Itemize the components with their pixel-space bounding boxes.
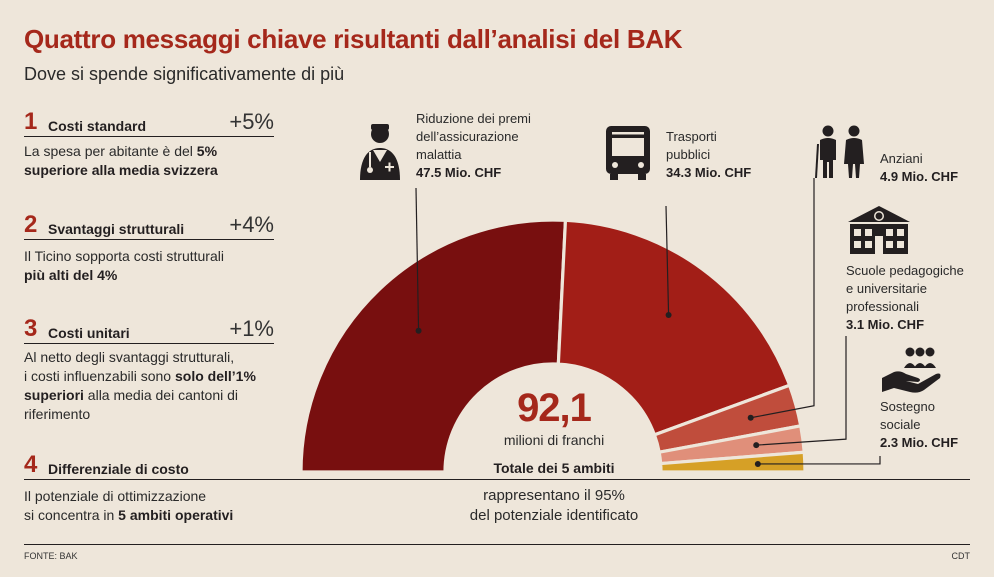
elderly-couple-icon: [815, 125, 864, 179]
message-3-header: 3 Costi unitari +1%: [24, 313, 274, 344]
source-note: FONTE: BAK: [24, 551, 78, 561]
leader-line-1: [415, 187, 420, 331]
leader-line-5: [757, 456, 881, 465]
leader-dot-1: [415, 327, 422, 334]
category-name: Riduzione dei premi dell’assicurazione mal…: [416, 111, 531, 162]
message-1-body: La spesa per abitante è del 5% superiore …: [24, 143, 218, 178]
category-label-sostegno: Sostegno sociale 2.3 Mio. CHF: [880, 398, 958, 452]
total-unit: milioni di franchi: [503, 432, 605, 448]
message-2-percent: +4%: [229, 212, 274, 237]
leader-line-3: [750, 178, 815, 419]
page-title: Quattro messaggi chiave risultanti dall’…: [24, 24, 683, 54]
message-3-body: Al netto degli svantaggi strutturali, i c…: [24, 349, 256, 422]
message-2-number: 2: [24, 211, 38, 238]
leader-dot-2: [665, 311, 672, 318]
message-3-title: Costi unitari: [48, 325, 130, 341]
message-1-header: 1 Costi standard +5%: [24, 106, 274, 137]
page-subtitle: Dove si spende significativamente di più: [24, 64, 345, 84]
chart-slices: [299, 218, 807, 474]
message-4-number: 4: [24, 451, 38, 478]
category-value: 2.3 Mio. CHF: [880, 435, 959, 450]
leader-dot-5: [754, 460, 761, 467]
category-name: Anziani: [880, 151, 923, 166]
message-1-percent: +5%: [229, 109, 274, 134]
message-1-number: 1: [24, 108, 38, 135]
category-value: 4.9 Mio. CHF: [880, 169, 959, 184]
category-value: 34.3 Mio. CHF: [666, 165, 752, 180]
school-building-icon: [848, 206, 910, 254]
message-2-header: 2 Svantaggi strutturali +4%: [24, 209, 274, 240]
category-label-trasporti: Trasporti pubblici 34.3 Mio. CHF: [666, 128, 751, 182]
leader-dot-4: [753, 442, 760, 449]
category-name: Scuole pedagogiche e universitarie profess…: [846, 263, 964, 314]
chart-leader-dots: [415, 311, 761, 467]
category-label-anziani: Anziani 4.9 Mio. CHF: [880, 150, 958, 186]
chart-leader-lines: [415, 178, 881, 465]
category-label-premi: Riduzione dei premi dell’assicurazione mal…: [416, 110, 531, 182]
category-label-scuole: Scuole pedagogiche e universitarie profess…: [846, 262, 964, 334]
category-name: Trasporti pubblici: [666, 129, 717, 162]
share-note: rappresentano il 95% del potenziale ident…: [469, 487, 639, 524]
footer-divider: [24, 544, 970, 545]
helping-hand-icon: [882, 347, 941, 393]
message-4-body: Il potenziale di ottimizzazione si concen…: [24, 488, 234, 523]
total-label: Totale dei 5 ambiti: [493, 460, 615, 476]
leader-line-2: [665, 205, 670, 315]
message-3-percent: +1%: [229, 316, 274, 341]
category-value: 47.5 Mio. CHF: [416, 165, 502, 180]
slice-2: [556, 218, 792, 437]
doctor-icon: [360, 124, 400, 180]
category-name: Sostegno sociale: [880, 399, 935, 432]
leader-line-4: [756, 336, 847, 446]
credit-note: CDT: [951, 551, 971, 561]
message-3-number: 3: [24, 315, 38, 342]
leader-dot-3: [747, 414, 754, 421]
total-value: 92,1: [517, 386, 592, 430]
bus-icon: [606, 126, 650, 180]
message-4-title: Differenziale di costo: [48, 461, 189, 477]
slice-1: [299, 218, 568, 474]
message-4-header: 4 Differenziale di costo: [24, 449, 970, 480]
category-value: 3.1 Mio. CHF: [846, 317, 925, 332]
message-2-body: Il Ticino sopporta costi strutturali più …: [24, 248, 224, 283]
message-1-title: Costi standard: [48, 118, 147, 134]
slice-5: [658, 450, 807, 474]
message-2-title: Svantaggi strutturali: [48, 221, 185, 237]
